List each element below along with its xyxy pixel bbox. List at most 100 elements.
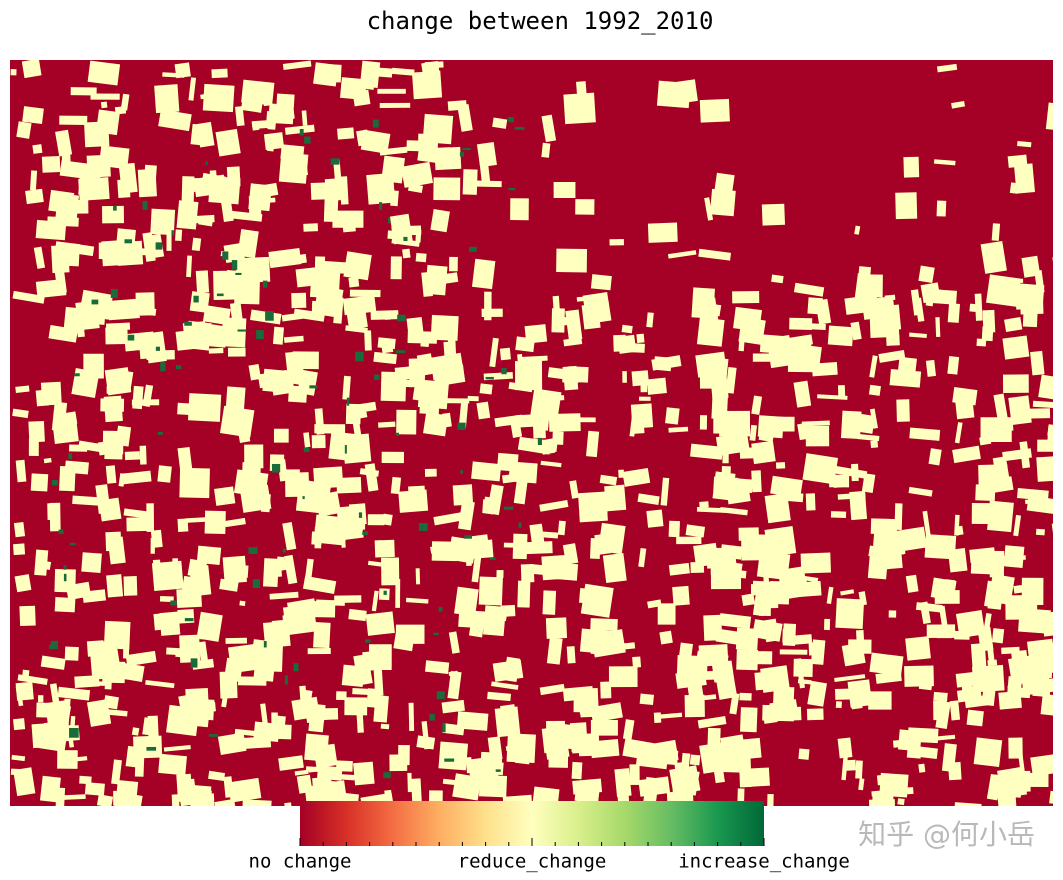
cleared-patch (591, 301, 609, 315)
cleared-patch (798, 748, 810, 760)
cleared-patch (217, 732, 247, 756)
cleared-patch (305, 558, 314, 578)
cleared-patch (1008, 737, 1023, 759)
cleared-patch (807, 680, 827, 707)
cleared-patch (154, 84, 180, 114)
cleared-patch (336, 476, 362, 494)
cleared-patch (489, 337, 499, 368)
cleared-patch (282, 522, 297, 551)
cleared-patch (639, 693, 655, 706)
cleared-patch (342, 375, 351, 400)
cleared-patch (103, 154, 125, 164)
regrowth-patch (346, 397, 350, 406)
cleared-patch (185, 688, 209, 711)
cleared-patch (761, 203, 786, 226)
cleared-patch (15, 681, 34, 701)
cleared-patch (395, 578, 401, 608)
cleared-patch (400, 161, 434, 188)
cleared-patch (390, 256, 402, 280)
map-title: change between 1992_2010 (367, 7, 714, 35)
cleared-patch (55, 129, 73, 157)
cleared-patch (378, 421, 396, 428)
cleared-patch (834, 674, 866, 683)
cleared-patch (214, 486, 236, 506)
cleared-patch (340, 77, 367, 100)
cleared-patch (931, 289, 944, 303)
cleared-patch (186, 255, 193, 278)
cleared-patch (307, 648, 331, 655)
cleared-patch (670, 79, 698, 105)
cleared-patch (749, 424, 757, 441)
cleared-patch (622, 642, 636, 650)
cleared-patch (928, 448, 942, 466)
cleared-patch (198, 641, 208, 661)
cleared-patch (986, 641, 995, 665)
cleared-patch (500, 704, 516, 716)
cleared-patch (510, 198, 529, 221)
regrowth-patch (256, 330, 264, 340)
regrowth-patch (237, 329, 247, 332)
cleared-patch (202, 83, 235, 113)
cleared-patch (840, 589, 855, 596)
cleared-patch (13, 521, 26, 538)
cleared-patch (1024, 772, 1049, 787)
regrowth-patch (299, 128, 304, 136)
cleared-patch (604, 484, 627, 512)
cleared-patch (639, 396, 651, 401)
cleared-patch (70, 87, 97, 96)
cleared-patch (39, 775, 61, 803)
cleared-patch (125, 650, 157, 667)
cleared-patch (391, 237, 420, 247)
cleared-patch (553, 181, 576, 199)
cleared-patch (519, 355, 548, 362)
cleared-patch (70, 715, 76, 729)
cleared-patch (539, 683, 565, 696)
cleared-patch (557, 520, 566, 536)
regrowth-patch (69, 727, 79, 738)
cleared-patch (710, 569, 742, 590)
cleared-patch (433, 512, 464, 526)
cleared-patch (659, 630, 673, 645)
cleared-patch (361, 66, 393, 78)
cleared-patch (840, 410, 862, 440)
cleared-patch (997, 766, 1028, 799)
cleared-patch (999, 555, 1026, 561)
cleared-patch (713, 172, 735, 197)
cleared-patch (345, 304, 368, 330)
regrowth-patch (438, 606, 443, 612)
cleared-patch (262, 620, 291, 648)
regrowth-patch (514, 126, 525, 130)
cleared-patch (454, 586, 479, 617)
cleared-patch (1049, 790, 1053, 804)
cleared-patch (771, 274, 784, 284)
cleared-patch (333, 297, 344, 324)
cleared-patch (646, 509, 664, 528)
cleared-patch (980, 240, 1007, 274)
cleared-patch (139, 445, 147, 465)
cleared-patch (921, 267, 932, 276)
cleared-patch (869, 312, 900, 338)
cleared-patch (1037, 439, 1053, 452)
cleared-patch (476, 142, 497, 168)
cleared-patch (332, 210, 364, 228)
cleared-patch (835, 701, 842, 709)
cleared-patch (337, 127, 355, 140)
cleared-patch (805, 493, 816, 511)
cleared-patch (986, 774, 1002, 801)
cleared-patch (884, 294, 896, 301)
cleared-patch (96, 794, 114, 806)
cleared-patch (503, 656, 521, 682)
regrowth-patch (309, 385, 318, 389)
cleared-patch (685, 524, 706, 538)
cleared-patch (150, 208, 176, 236)
cleared-patch (854, 273, 880, 303)
cleared-patch (869, 652, 904, 676)
cleared-patch (704, 197, 714, 221)
cleared-patch (281, 111, 295, 120)
cleared-patch (843, 759, 857, 771)
cleared-patch (622, 371, 627, 383)
cleared-patch (421, 721, 430, 750)
cleared-patch (335, 514, 364, 541)
cleared-patch (361, 773, 371, 783)
cleared-patch (42, 560, 52, 570)
